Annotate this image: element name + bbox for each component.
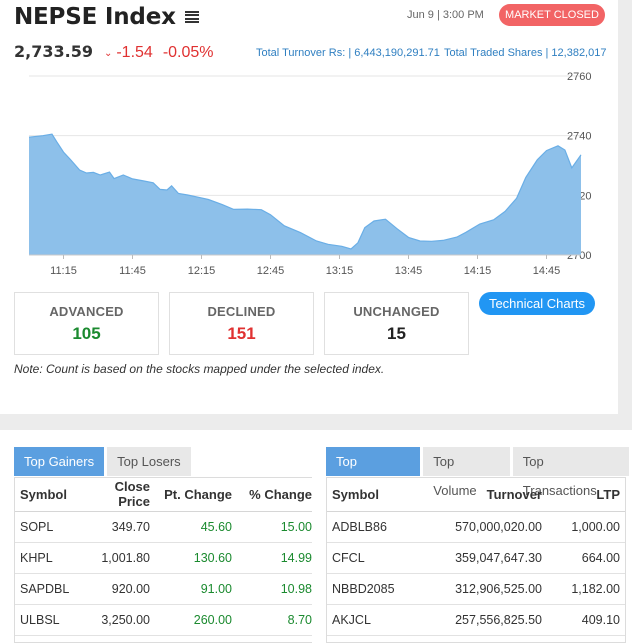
symbol-cell[interactable]: ULBSL bbox=[15, 604, 75, 636]
turnover-cell: 359,047,647.30 bbox=[417, 542, 547, 574]
index-intraday-chart: 276027402720270011:1511:4512:1512:4513:1… bbox=[28, 71, 591, 277]
column-header: LTP bbox=[547, 478, 625, 512]
percent-change-cell: 10.98 bbox=[237, 573, 317, 605]
close-price-cell: 920.00 bbox=[75, 573, 155, 605]
column-header: Symbol bbox=[327, 478, 417, 512]
ltp-cell: 1,182.00 bbox=[547, 573, 625, 605]
turnover-tabs: Top Turnover Top Volume Top Transactions bbox=[326, 447, 632, 498]
index-value-row: 2,733.59 ⌄ -1.54 -0.05% bbox=[14, 42, 214, 62]
x-tick-label: 12:45 bbox=[257, 265, 285, 277]
gainers-table: Symbol Close Price Pt. Change % Change S… bbox=[15, 478, 317, 636]
tab-top-losers[interactable]: Top Losers bbox=[107, 447, 191, 476]
title-row: NEPSE Index bbox=[14, 4, 199, 30]
tab-top-volume[interactable]: Top Volume bbox=[423, 447, 510, 498]
point-change-cell: 130.60 bbox=[155, 542, 237, 574]
table-header-row: Symbol Turnover LTP bbox=[327, 478, 625, 512]
table-row[interactable]: ULBSL 3,250.00 260.00 8.70 bbox=[15, 604, 317, 636]
turnover-cell: 570,000,020.00 bbox=[417, 511, 547, 543]
ltp-cell: 1,000.00 bbox=[547, 511, 625, 543]
unchanged-label: UNCHANGED bbox=[353, 304, 440, 319]
series-area bbox=[29, 134, 581, 255]
declined-box: DECLINED 151 bbox=[169, 292, 314, 355]
point-change-cell: 260.00 bbox=[155, 604, 237, 636]
index-summary-card: NEPSE Index Jun 9 | 3:00 PM MARKET CLOSE… bbox=[0, 0, 618, 414]
percent-change-cell: 8.70 bbox=[237, 604, 317, 636]
index-change: -1.54 bbox=[116, 44, 153, 61]
page-title: NEPSE Index bbox=[14, 4, 176, 30]
table-row[interactable]: SOPL 349.70 45.60 15.00 bbox=[15, 511, 317, 543]
percent-change-cell: 14.99 bbox=[237, 542, 317, 574]
declined-count: 151 bbox=[227, 324, 256, 343]
table-row[interactable]: KHPL 1,001.80 130.60 14.99 bbox=[15, 542, 317, 574]
point-change-cell: 45.60 bbox=[155, 511, 237, 543]
total-turnover: Total Turnover Rs: | 6,443,190,291.71 bbox=[256, 47, 440, 59]
point-change-cell: 91.00 bbox=[155, 573, 237, 605]
unchanged-box: UNCHANGED 15 bbox=[324, 292, 469, 355]
symbol-cell[interactable]: AKJCL bbox=[327, 604, 417, 636]
market-datetime: Jun 9 | 3:00 PM bbox=[407, 9, 484, 21]
index-change-percent: -0.05% bbox=[162, 44, 214, 61]
close-price-cell: 1,001.80 bbox=[75, 542, 155, 574]
percent-change-cell: 15.00 bbox=[237, 511, 317, 543]
ltp-cell: 409.10 bbox=[547, 604, 625, 636]
column-header: Turnover bbox=[417, 478, 547, 512]
table-header-row: Symbol Close Price Pt. Change % Change bbox=[15, 478, 317, 512]
tab-top-transactions[interactable]: Top Transactions bbox=[512, 447, 630, 498]
ltp-cell: 664.00 bbox=[547, 542, 625, 574]
close-price-cell: 349.70 bbox=[75, 511, 155, 543]
gainers-panel: Top Gainers Top Losers Symbol Close Pric… bbox=[0, 430, 318, 643]
unchanged-count: 15 bbox=[387, 324, 406, 343]
symbol-cell[interactable]: CFCL bbox=[327, 542, 417, 574]
turnover-cell: 312,906,525.00 bbox=[417, 573, 547, 605]
column-header: Close Price bbox=[75, 478, 155, 512]
count-note: Note: Count is based on the stocks mappe… bbox=[14, 362, 385, 376]
market-status-badge: MARKET CLOSED bbox=[499, 4, 605, 26]
y-tick-label: 2760 bbox=[567, 71, 591, 83]
menu-icon[interactable] bbox=[184, 11, 199, 23]
turnover-table: Symbol Turnover LTP ADBLB86 570,000,020.… bbox=[327, 478, 625, 636]
symbol-cell[interactable]: SAPDBL bbox=[15, 573, 75, 605]
table-row[interactable]: NBBD2085 312,906,525.00 1,182.00 bbox=[327, 573, 625, 605]
gainers-tabs: Top Gainers Top Losers bbox=[14, 447, 194, 476]
x-tick-label: 14:15 bbox=[464, 265, 492, 277]
table-row[interactable]: CFCL 359,047,647.30 664.00 bbox=[327, 542, 625, 574]
table-row[interactable]: SAPDBL 920.00 91.00 10.98 bbox=[15, 573, 317, 605]
technical-charts-button[interactable]: Technical Charts bbox=[479, 292, 595, 315]
x-tick-label: 14:45 bbox=[533, 265, 561, 277]
declined-label: DECLINED bbox=[207, 304, 276, 319]
advanced-count: 105 bbox=[72, 324, 101, 343]
down-arrow-icon: ⌄ bbox=[103, 48, 113, 59]
symbol-cell[interactable]: ADBLB86 bbox=[327, 511, 417, 543]
x-tick-label: 11:15 bbox=[50, 265, 77, 277]
tab-top-turnover[interactable]: Top Turnover bbox=[326, 447, 421, 498]
x-tick-label: 12:15 bbox=[188, 265, 216, 277]
column-header: % Change bbox=[237, 478, 317, 512]
symbol-cell[interactable]: NBBD2085 bbox=[327, 573, 417, 605]
table-row[interactable]: ADBLB86 570,000,020.00 1,000.00 bbox=[327, 511, 625, 543]
x-tick-label: 13:45 bbox=[395, 265, 423, 277]
tab-top-gainers[interactable]: Top Gainers bbox=[14, 447, 105, 476]
index-value: 2,733.59 bbox=[14, 42, 93, 61]
series-line bbox=[28, 133, 582, 250]
symbol-cell[interactable]: KHPL bbox=[15, 542, 75, 574]
x-tick-label: 13:15 bbox=[326, 265, 354, 277]
symbol-cell[interactable]: SOPL bbox=[15, 511, 75, 543]
close-price-cell: 3,250.00 bbox=[75, 604, 155, 636]
table-row[interactable]: AKJCL 257,556,825.50 409.10 bbox=[327, 604, 625, 636]
total-traded-shares: Total Traded Shares | 12,382,017 bbox=[444, 47, 607, 59]
advanced-box: ADVANCED 105 bbox=[14, 292, 159, 355]
turnover-panel: Top Turnover Top Volume Top Transactions… bbox=[312, 430, 632, 643]
y-tick-label: 2740 bbox=[567, 131, 591, 143]
turnover-cell: 257,556,825.50 bbox=[417, 604, 547, 636]
x-tick-label: 11:45 bbox=[119, 265, 146, 277]
column-header: Pt. Change bbox=[155, 478, 237, 512]
column-header: Symbol bbox=[15, 478, 75, 512]
advanced-label: ADVANCED bbox=[49, 304, 124, 319]
